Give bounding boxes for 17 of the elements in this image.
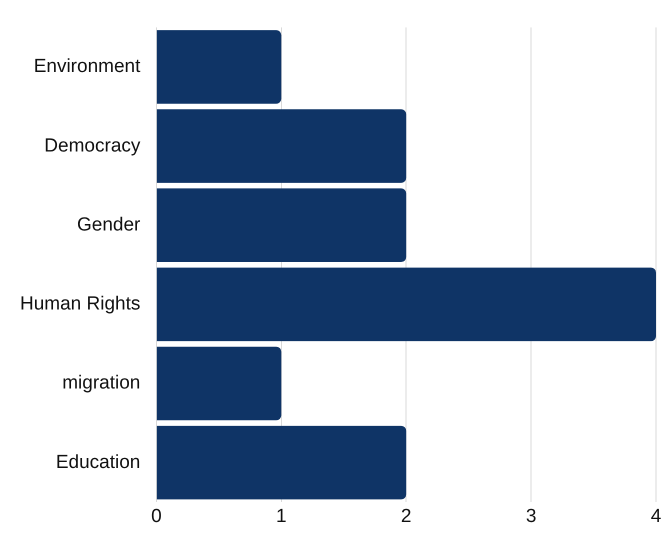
bar bbox=[156, 268, 656, 342]
x-tick-label: 4 bbox=[650, 506, 662, 527]
y-tick-label: Environment bbox=[34, 56, 142, 78]
x-tick-label: 0 bbox=[151, 506, 162, 527]
bar bbox=[156, 346, 282, 420]
bar bbox=[156, 109, 406, 183]
y-tick-label: Education bbox=[56, 452, 140, 473]
x-tick-label: 2 bbox=[400, 506, 412, 527]
y-tick-label: migration bbox=[62, 372, 140, 394]
bar bbox=[156, 188, 406, 262]
y-tick-label: Democracy bbox=[44, 135, 141, 156]
x-tick-label: 3 bbox=[526, 506, 536, 527]
y-tick-label: Human Rights bbox=[20, 294, 140, 315]
bar bbox=[156, 30, 282, 104]
x-tick-label: 1 bbox=[276, 506, 287, 527]
bar bbox=[156, 426, 406, 500]
y-tick-label: Gender bbox=[77, 214, 142, 236]
